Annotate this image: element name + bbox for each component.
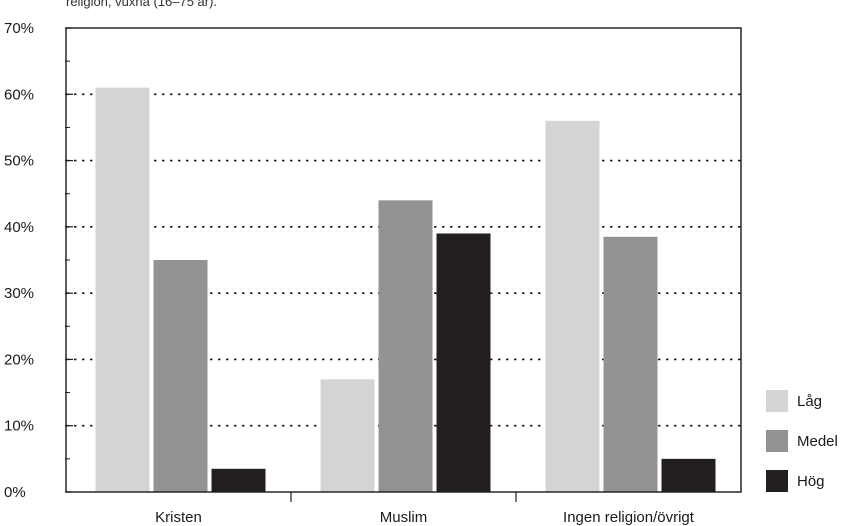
y-tick-label: 10% — [4, 418, 34, 435]
legend-swatch-medel — [766, 430, 788, 452]
bar-medel-1 — [153, 260, 208, 492]
axes — [65, 27, 742, 502]
bar-hög-1 — [211, 468, 266, 492]
y-axis-ticks: 0% 10% 20% 30% 40% 50% 60% 70% — [4, 20, 34, 501]
legend-swatch-hög — [766, 470, 788, 492]
plot-frame — [65, 27, 742, 493]
x-axis-ticks: Kristen Muslim Ingen religion/övrigt — [155, 509, 695, 526]
chart-caption: religion, vuxna (16–75 år). — [66, 0, 218, 9]
bars — [95, 87, 716, 493]
legend: Låg Medel Hög — [766, 390, 838, 492]
bar-hög-3 — [661, 458, 716, 492]
bar-låg-3 — [545, 120, 600, 493]
bar-hög-2 — [436, 233, 491, 492]
y-tick-label: 20% — [4, 351, 34, 368]
bar-medel-2 — [378, 200, 433, 493]
y-tick-label: 70% — [4, 20, 34, 37]
bar-låg-1 — [95, 87, 150, 493]
x-tick-label: Ingen religion/övrigt — [563, 509, 695, 526]
bar-medel-3 — [603, 236, 658, 492]
legend-label-hög: Hög — [797, 473, 825, 490]
x-tick-label: Kristen — [155, 509, 202, 526]
legend-label-låg: Låg — [797, 393, 822, 410]
legend-swatch-låg — [766, 390, 788, 412]
legend-label-medel: Medel — [797, 433, 838, 450]
y-tick-label: 40% — [4, 219, 34, 236]
y-tick-label: 0% — [4, 484, 26, 501]
y-tick-label: 60% — [4, 86, 34, 103]
bar-låg-2 — [320, 379, 375, 492]
y-tick-label: 50% — [4, 153, 34, 170]
x-tick-label: Muslim — [380, 509, 428, 526]
y-tick-label: 30% — [4, 285, 34, 302]
